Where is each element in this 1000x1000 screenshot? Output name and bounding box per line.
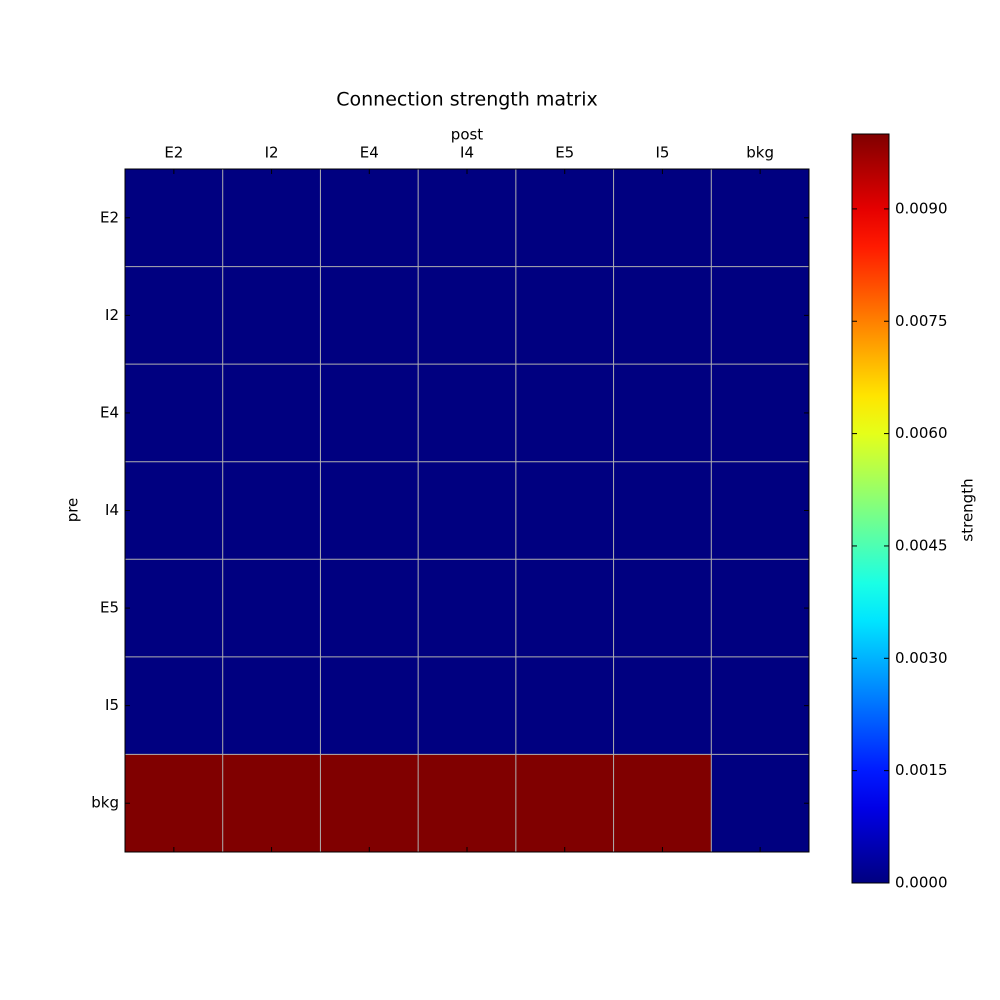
y-tick-label: I2 [105, 306, 119, 324]
heatmap-cell [222, 559, 321, 658]
y-tick-label: bkg [91, 794, 119, 812]
heatmap-cell [515, 169, 615, 268]
heatmap-cell [125, 364, 224, 463]
heatmap-cell [515, 266, 615, 365]
colorbar-tick-label: 0.0060 [895, 424, 948, 442]
heatmap-cell [125, 754, 224, 853]
y-tick-label: E5 [100, 599, 119, 617]
y-tick-label: E4 [100, 403, 119, 421]
heatmap-cell [515, 656, 615, 755]
heatmap-cell [613, 364, 712, 463]
heatmap-cell [515, 559, 615, 658]
heatmap-cell [613, 461, 712, 560]
y-tick-label: I4 [105, 501, 119, 519]
heatmap-cell [222, 266, 321, 365]
plot-frame [124, 168, 810, 853]
heatmap-cell [125, 266, 224, 365]
heatmap-cell [613, 754, 712, 853]
heatmap-cell [222, 169, 321, 268]
heatmap-cell [711, 461, 810, 560]
heatmap-cell [418, 754, 517, 853]
heatmap-cell [613, 559, 712, 658]
heatmap-cell [711, 266, 810, 365]
heatmap-cell [222, 656, 321, 755]
heatmap-cell [320, 656, 419, 755]
x-tick-label: E4 [360, 144, 379, 162]
heatmap-cell [613, 656, 712, 755]
y-tick-label: E2 [100, 208, 119, 226]
heatmap-cell [320, 461, 419, 560]
heatmap-cell [613, 169, 712, 268]
x-tick-label: I4 [460, 144, 474, 162]
heatmap-cell [418, 559, 517, 658]
x-tick-label: I2 [265, 144, 279, 162]
heatmap-cell [711, 364, 810, 463]
colorbar-tick-label: 0.0030 [895, 649, 948, 667]
heatmap-cell [418, 656, 517, 755]
heatmap-cell [222, 364, 321, 463]
colorbar-tick-label: 0.0045 [895, 536, 948, 554]
heatmap-cell [222, 461, 321, 560]
heatmap-cell [125, 461, 224, 560]
heatmap-cell [613, 266, 712, 365]
heatmap-cell [418, 364, 517, 463]
y-axis-label: pre [64, 498, 82, 523]
heatmap-cell [515, 364, 615, 463]
heatmap-cell [711, 559, 810, 658]
y-tick-label: I5 [105, 696, 119, 714]
heatmap-cell [711, 754, 810, 853]
colorbar [851, 133, 890, 884]
heatmap-cell [515, 461, 615, 560]
heatmap-cell [125, 559, 224, 658]
chart-title: Connection strength matrix [336, 89, 598, 111]
heatmap-cell [320, 364, 419, 463]
x-tick-label: bkg [746, 144, 774, 162]
heatmap-cell [320, 559, 419, 658]
x-tick-label: E5 [555, 144, 574, 162]
heatmap-cell [320, 169, 419, 268]
heatmap-cell [515, 754, 615, 853]
x-tick-label: I5 [655, 144, 669, 162]
heatmap-cell [320, 754, 419, 853]
x-tick-label: E2 [164, 144, 183, 162]
colorbar-tick-label: 0.0015 [895, 761, 948, 779]
x-axis-label: post [451, 126, 484, 144]
heatmap-cell [320, 266, 419, 365]
colorbar-tick-label: 0.0090 [895, 199, 948, 217]
heatmap-cell [125, 169, 224, 268]
heatmap-cell [711, 169, 810, 268]
colorbar-tick-label: 0.0000 [895, 874, 948, 892]
heatmap-cell [125, 656, 224, 755]
heatmap-cell [711, 656, 810, 755]
heatmap-cell [418, 169, 517, 268]
colorbar-tick-label: 0.0075 [895, 312, 948, 330]
heatmap-cell [418, 266, 517, 365]
colorbar-label: strength [959, 478, 977, 541]
heatmap-cell [418, 461, 517, 560]
heatmap-cell [222, 754, 321, 853]
